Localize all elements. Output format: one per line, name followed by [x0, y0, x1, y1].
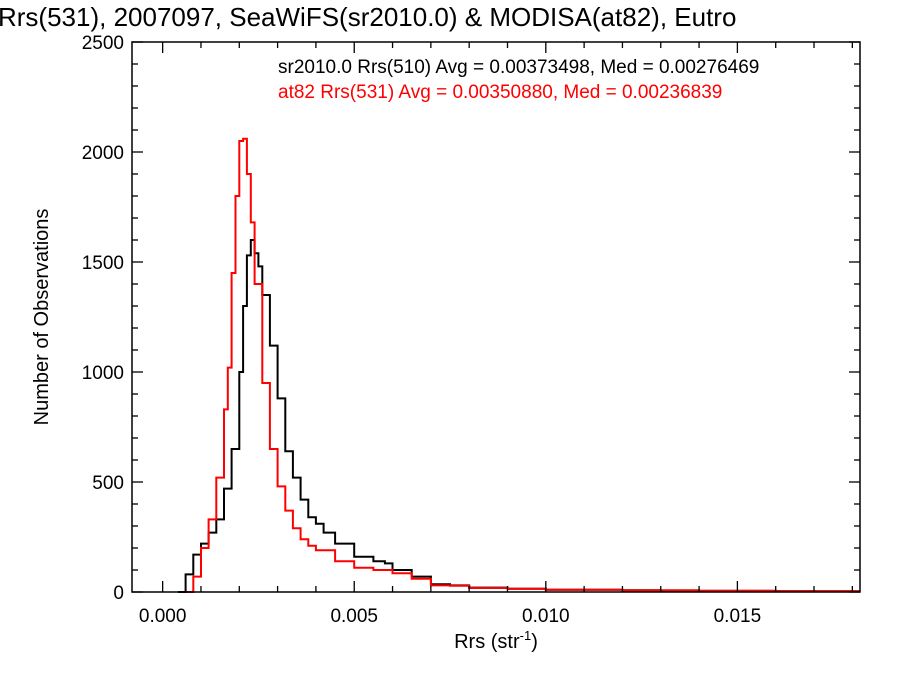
plot-frame — [131, 41, 861, 593]
x-axis-label-close: ) — [531, 631, 538, 653]
y-axis-label: Number of Observations — [31, 209, 53, 426]
x-axis-label-superscript: -1 — [520, 628, 532, 643]
plot-series-group — [178, 137, 860, 593]
series-line-1 — [185, 137, 860, 593]
axis-ticks: 0.000 0.005 0.010 0.015 0 500 1000 1500 2000 2500 — [82, 33, 860, 627]
legend-entry-sr2010: sr2010.0 Rrs(510) Avg = 0.00373498, Med … — [278, 57, 759, 78]
x-tick-label: 0.005 — [330, 606, 378, 627]
y-tick-label: 1500 — [82, 253, 124, 274]
y-tick-label: 2000 — [82, 143, 124, 164]
chart-title: Rrs(531), 2007097, SeaWiFS(sr2010.0) & M… — [0, 2, 736, 32]
y-tick-label: 500 — [92, 473, 124, 494]
x-tick-label: 0.015 — [714, 606, 762, 627]
y-tick-label: 0 — [113, 583, 124, 604]
y-tick-label: 1000 — [82, 363, 124, 384]
x-tick-label: 0.010 — [522, 606, 570, 627]
series-line-0 — [178, 239, 860, 593]
x-tick-label: 0.000 — [139, 606, 187, 627]
x-axis-label: Rrs (str-1) — [454, 628, 538, 653]
legend-entry-at82: at82 Rrs(531) Avg = 0.00350880, Med = 0.… — [278, 82, 722, 103]
x-axis-label-main: Rrs (str — [454, 631, 520, 653]
y-tick-label: 2500 — [82, 33, 124, 54]
